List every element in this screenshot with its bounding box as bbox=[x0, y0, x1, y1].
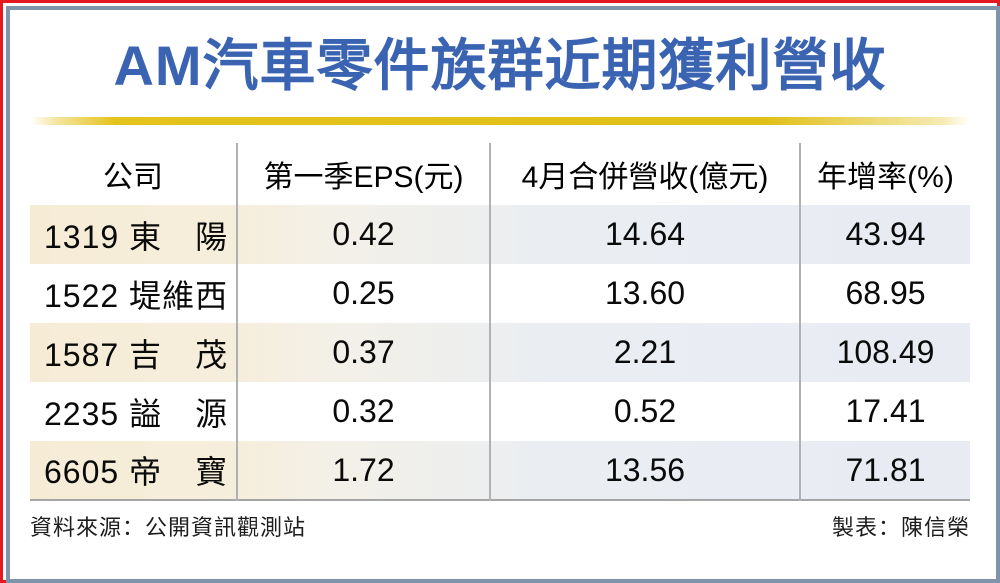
table-row: 1319 東 陽 0.42 14.64 43.94 bbox=[30, 205, 970, 265]
yoy-cell: 43.94 bbox=[845, 216, 926, 253]
eps-cell: 0.42 bbox=[237, 205, 491, 265]
yoy-cell: 68.95 bbox=[845, 275, 926, 312]
data-source-note: 資料來源：公開資訊觀測站 bbox=[30, 515, 307, 541]
company-cell: 2235 謚 源 bbox=[30, 382, 238, 442]
revenue-cell: 0.52 bbox=[490, 382, 801, 442]
header-row: 公司 第一季EPS(元) 4月合併營收(億元) 年增率(%) bbox=[30, 143, 970, 206]
footer-notes: 資料來源：公開資訊觀測站 製表：陳信榮 bbox=[30, 501, 970, 542]
eps-cell: 0.37 bbox=[237, 323, 491, 383]
column-header-revenue: 4月合併營收(億元) bbox=[490, 143, 801, 206]
company-cell: 1522 堤維西 bbox=[30, 264, 238, 324]
column-header-eps: 第一季EPS(元) bbox=[237, 143, 491, 206]
yoy-cell: 71.81 bbox=[845, 451, 926, 488]
table-row: 1522 堤維西 0.25 13.60 68.95 bbox=[30, 264, 970, 324]
page-title: AM汽車零件族群近期獲利營收 bbox=[113, 34, 887, 97]
yoy-cell: 108.49 bbox=[836, 334, 935, 371]
eps-cell: 1.72 bbox=[237, 441, 491, 501]
column-header-yoy: 年增率(%) bbox=[800, 143, 970, 206]
table-row: 6605 帝 寶 1.72 13.56 71.81 bbox=[30, 441, 970, 501]
revenue-cell: 2.21 bbox=[490, 323, 801, 383]
column-header-company: 公司 bbox=[30, 143, 238, 206]
company-cell: 1319 東 陽 bbox=[30, 205, 238, 265]
credit-note: 製表：陳信榮 bbox=[831, 515, 970, 541]
company-cell: 6605 帝 寶 bbox=[30, 441, 238, 501]
eps-cell: 0.32 bbox=[237, 382, 491, 442]
yoy-cell: 17.41 bbox=[845, 393, 926, 430]
revenue-cell: 13.56 bbox=[490, 441, 801, 501]
table-row: 1587 吉 茂 0.37 2.21 108.49 bbox=[30, 323, 970, 383]
revenue-cell: 13.60 bbox=[490, 264, 801, 324]
eps-cell: 0.25 bbox=[237, 264, 491, 324]
infographic: AM汽車零件族群近期獲利營收 公司 第一季EPS(元) 4月合併營收(億元) 年… bbox=[7, 7, 993, 576]
revenue-cell: 14.64 bbox=[490, 205, 801, 265]
table-row: 2235 謚 源 0.32 0.52 17.41 bbox=[30, 382, 970, 442]
company-cell: 1587 吉 茂 bbox=[30, 323, 238, 383]
profit-table: 公司 第一季EPS(元) 4月合併營收(億元) 年增率(%) 1319 東 陽 … bbox=[30, 143, 970, 502]
gold-divider bbox=[30, 117, 970, 126]
